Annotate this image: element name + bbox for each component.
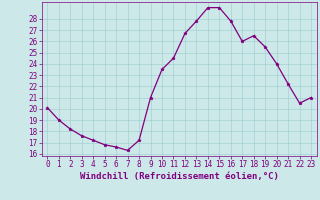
X-axis label: Windchill (Refroidissement éolien,°C): Windchill (Refroidissement éolien,°C) bbox=[80, 172, 279, 181]
